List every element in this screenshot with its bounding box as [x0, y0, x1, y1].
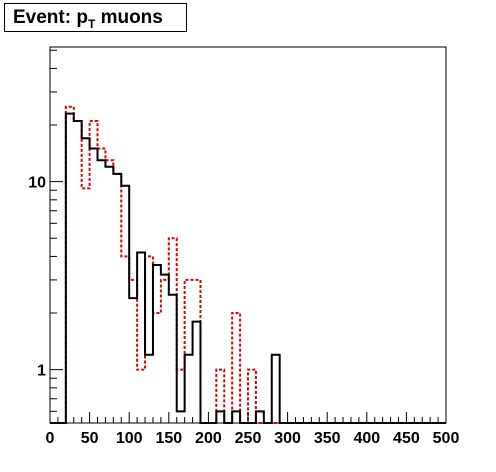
series-layer: [50, 105, 446, 424]
x-tick-label: 400: [353, 430, 380, 447]
y-tick-label: 10: [28, 175, 46, 192]
x-tick-label: 450: [393, 430, 420, 447]
chart-title-subscript: T: [87, 16, 96, 31]
chart-title-box: Event: pT muons: [4, 3, 187, 32]
series-1-line: [50, 105, 446, 424]
x-axis: 0 50 100 150 200 250 300 350 400 450 500: [46, 412, 460, 447]
plot-frame: [49, 46, 447, 424]
chart-title: Event: pT muons: [13, 7, 163, 31]
x-tick-label: 0: [46, 430, 55, 447]
y-tick-label: 1: [37, 363, 46, 380]
x-tick-label: 250: [235, 430, 262, 447]
series-0-line: [50, 112, 446, 424]
chart-title-prefix: Event: p: [13, 7, 88, 28]
x-tick-label: 500: [433, 430, 460, 447]
x-tick-label: 300: [274, 430, 301, 447]
x-tick-label: 50: [81, 430, 99, 447]
x-tick-label: 200: [195, 430, 222, 447]
y-axis: 1 10: [28, 49, 63, 412]
chart-title-suffix: muons: [95, 7, 163, 28]
x-tick-label: 100: [116, 430, 143, 447]
x-tick-label: 150: [155, 430, 182, 447]
x-tick-label: 350: [314, 430, 341, 447]
